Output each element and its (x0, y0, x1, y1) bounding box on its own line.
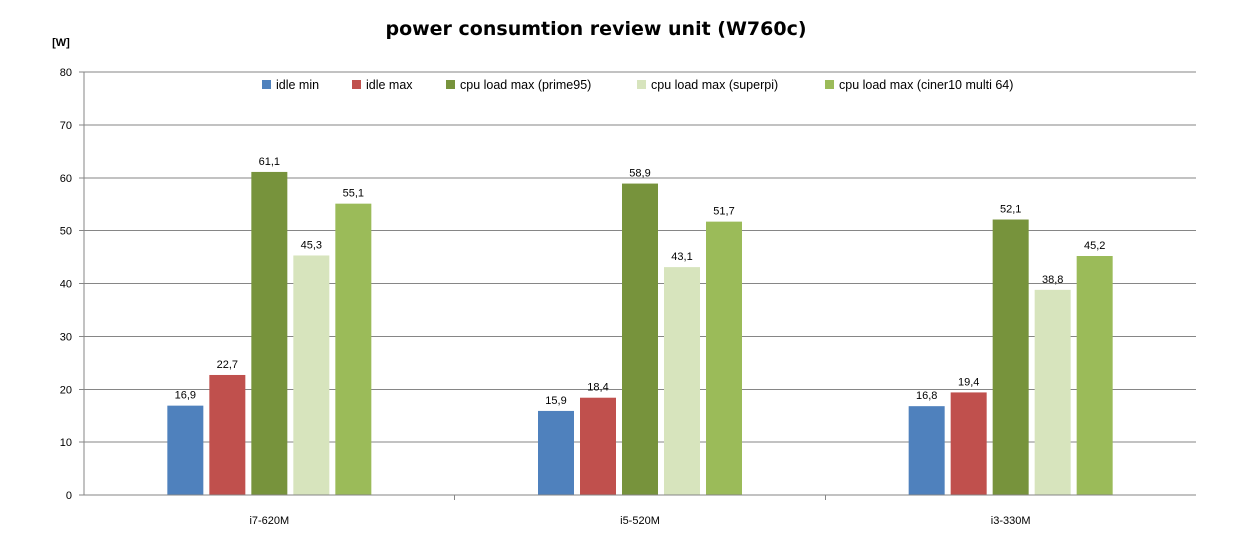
data-label: 19,4 (958, 376, 979, 388)
bar (580, 397, 616, 495)
y-tick-label: 50 (60, 226, 72, 238)
chart-title: power consumtion review unit (W760c) (385, 18, 806, 40)
bar (167, 405, 204, 495)
data-labels: 16,9 22,7 61,1 45,3 55,1 15,9 18,4 58,9 43,1 51,7… (175, 156, 1106, 407)
bar (950, 392, 987, 495)
data-label: 51,7 (713, 206, 734, 218)
x-category-label: i3-330M (991, 515, 1031, 527)
legend: idle min idle max cpu load max (prime95) cp… (262, 78, 1013, 92)
data-label: 52,1 (1000, 204, 1021, 216)
bar (664, 267, 700, 495)
y-axis-unit-label: [W] (52, 37, 70, 49)
bar (706, 221, 742, 496)
legend-swatch (825, 80, 834, 89)
data-label: 22,7 (217, 359, 238, 371)
data-label: 45,2 (1084, 240, 1105, 252)
bar (209, 374, 246, 495)
data-label: 55,1 (343, 188, 364, 200)
y-tick-label: 80 (60, 67, 72, 79)
data-label: 58,9 (629, 168, 650, 180)
legend-swatch (352, 80, 361, 89)
legend-swatch (262, 80, 271, 89)
legend-box (237, 74, 1067, 100)
data-label: 15,9 (545, 395, 566, 407)
legend-label: idle max (366, 78, 413, 92)
data-label: 38,8 (1042, 274, 1063, 286)
y-tick-label: 10 (60, 437, 72, 449)
data-label: 16,9 (175, 390, 196, 402)
legend-label: idle min (276, 78, 319, 92)
data-label: 61,1 (259, 156, 280, 168)
y-tick-label: 20 (60, 384, 72, 396)
data-label: 18,4 (587, 382, 608, 394)
legend-label: cpu load max (superpi) (651, 78, 778, 92)
data-label: 45,3 (301, 239, 322, 251)
legend-background (237, 74, 1067, 100)
x-category-label: i5-520M (620, 515, 660, 527)
legend-label: cpu load max (prime95) (460, 78, 591, 92)
legend-swatch (446, 80, 455, 89)
bar (251, 171, 288, 495)
y-tick-label: 40 (60, 279, 72, 291)
y-tick-label: 0 (66, 490, 72, 502)
data-label: 43,1 (671, 251, 692, 263)
y-tick-label: 70 (60, 120, 72, 132)
bar (908, 406, 945, 495)
y-tick-label: 30 (60, 331, 72, 343)
axes (83, 72, 1196, 500)
bar (538, 410, 574, 495)
y-tick-label: 60 (60, 173, 72, 185)
y-axis-ticks: 0 10 20 30 40 50 60 70 80 (60, 67, 84, 502)
data-label: 16,8 (916, 390, 937, 402)
x-category-label: i7-620M (249, 515, 289, 527)
bar (293, 255, 330, 495)
x-axis-categories: i7-620M i5-520M i3-330M (249, 515, 1030, 527)
legend-swatch (637, 80, 646, 89)
bar (335, 203, 372, 495)
legend-label: cpu load max (ciner10 multi 64) (839, 78, 1013, 92)
bar (622, 183, 658, 495)
bar (1076, 256, 1113, 495)
bar (1034, 289, 1071, 495)
bars (167, 171, 1113, 496)
bar (992, 219, 1029, 496)
